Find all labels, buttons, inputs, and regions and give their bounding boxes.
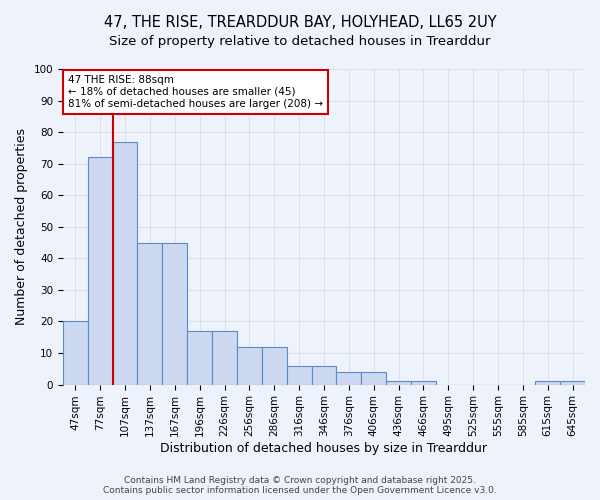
Bar bbox=[287, 366, 311, 384]
Bar bbox=[88, 158, 113, 384]
Bar bbox=[137, 242, 163, 384]
Bar bbox=[113, 142, 137, 384]
Bar bbox=[163, 242, 187, 384]
Bar bbox=[535, 382, 560, 384]
Bar bbox=[361, 372, 386, 384]
Bar bbox=[212, 331, 237, 384]
Bar bbox=[337, 372, 361, 384]
Bar bbox=[311, 366, 337, 384]
Bar bbox=[262, 346, 287, 385]
X-axis label: Distribution of detached houses by size in Trearddur: Distribution of detached houses by size … bbox=[160, 442, 487, 455]
Text: 47, THE RISE, TREARDDUR BAY, HOLYHEAD, LL65 2UY: 47, THE RISE, TREARDDUR BAY, HOLYHEAD, L… bbox=[104, 15, 496, 30]
Y-axis label: Number of detached properties: Number of detached properties bbox=[15, 128, 28, 326]
Bar bbox=[187, 331, 212, 384]
Bar bbox=[386, 382, 411, 384]
Bar bbox=[411, 382, 436, 384]
Bar bbox=[237, 346, 262, 385]
Bar bbox=[560, 382, 585, 384]
Text: 47 THE RISE: 88sqm
← 18% of detached houses are smaller (45)
81% of semi-detache: 47 THE RISE: 88sqm ← 18% of detached hou… bbox=[68, 76, 323, 108]
Bar bbox=[63, 322, 88, 384]
Text: Contains HM Land Registry data © Crown copyright and database right 2025.
Contai: Contains HM Land Registry data © Crown c… bbox=[103, 476, 497, 495]
Text: Size of property relative to detached houses in Trearddur: Size of property relative to detached ho… bbox=[109, 35, 491, 48]
